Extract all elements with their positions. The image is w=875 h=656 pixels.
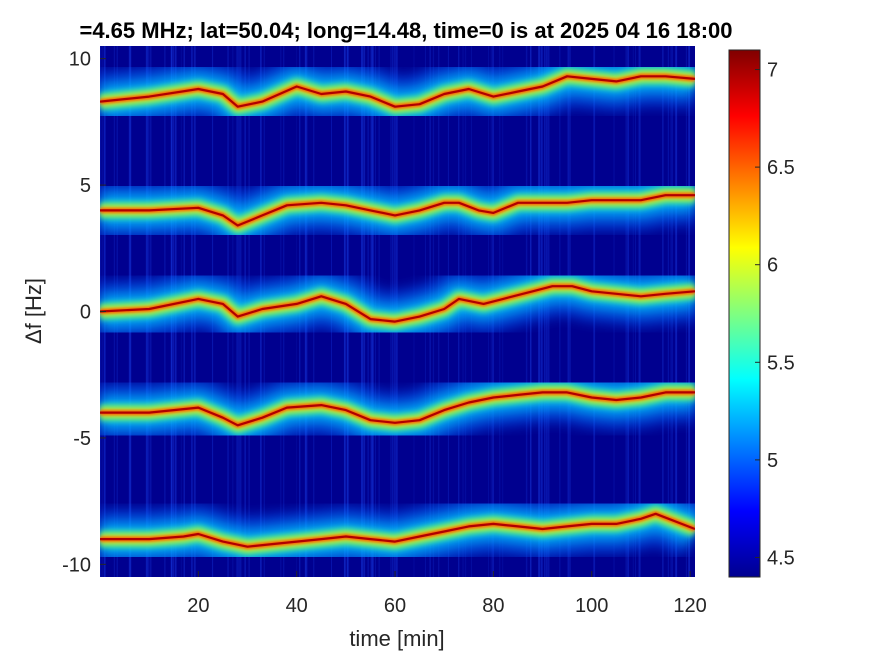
y-tick-label: 0 — [80, 302, 91, 324]
trace-3 — [100, 256, 695, 352]
colorbar — [728, 49, 761, 578]
doppler-traces — [100, 46, 695, 577]
colorbar-tick-label: 6 — [767, 255, 778, 277]
trace-1-layer-6 — [100, 75, 695, 108]
y-axis-label: Δf [Hz] — [21, 278, 46, 344]
trace-4 — [100, 362, 695, 456]
y-tick-label: -5 — [73, 428, 91, 450]
y-tick-label: 10 — [69, 49, 91, 71]
colorbar-tick-label: 5 — [767, 450, 778, 472]
colorbar-tick-label: 7 — [767, 60, 778, 82]
colorbar-tick-label: 5.5 — [767, 352, 795, 374]
colorbar-tick-label: 4.5 — [767, 547, 795, 569]
x-tick-label: 40 — [286, 595, 308, 617]
trace-3-layer-6 — [100, 285, 695, 323]
x-tick-label: 100 — [575, 595, 608, 617]
trace-2-layer-6 — [100, 194, 695, 227]
x-tick-label: 20 — [187, 595, 209, 617]
y-tick-label: 5 — [80, 175, 91, 197]
colorbar-tick-label: 6.5 — [767, 157, 795, 179]
trace-2 — [100, 165, 695, 256]
trace-1 — [100, 46, 695, 137]
trace-5-layer-6 — [100, 512, 695, 548]
trace-4-layer-6 — [100, 391, 695, 427]
x-axis-label: time [min] — [349, 626, 444, 651]
x-tick-label: 120 — [673, 595, 706, 617]
y-tick-label: -10 — [62, 554, 91, 576]
y-axis: -10 -5 0 5 10 — [62, 49, 106, 576]
x-tick-label: 60 — [384, 595, 406, 617]
chart-title: =4.65 MHz; lat=50.04; long=14.48, time=0… — [79, 18, 732, 43]
x-tick-label: 80 — [482, 595, 504, 617]
x-axis: 20 40 60 80 100 120 — [187, 571, 707, 617]
colorbar-ticks: 4.5 5 5.5 6 6.5 7 — [755, 60, 795, 569]
trace-5 — [100, 483, 695, 577]
